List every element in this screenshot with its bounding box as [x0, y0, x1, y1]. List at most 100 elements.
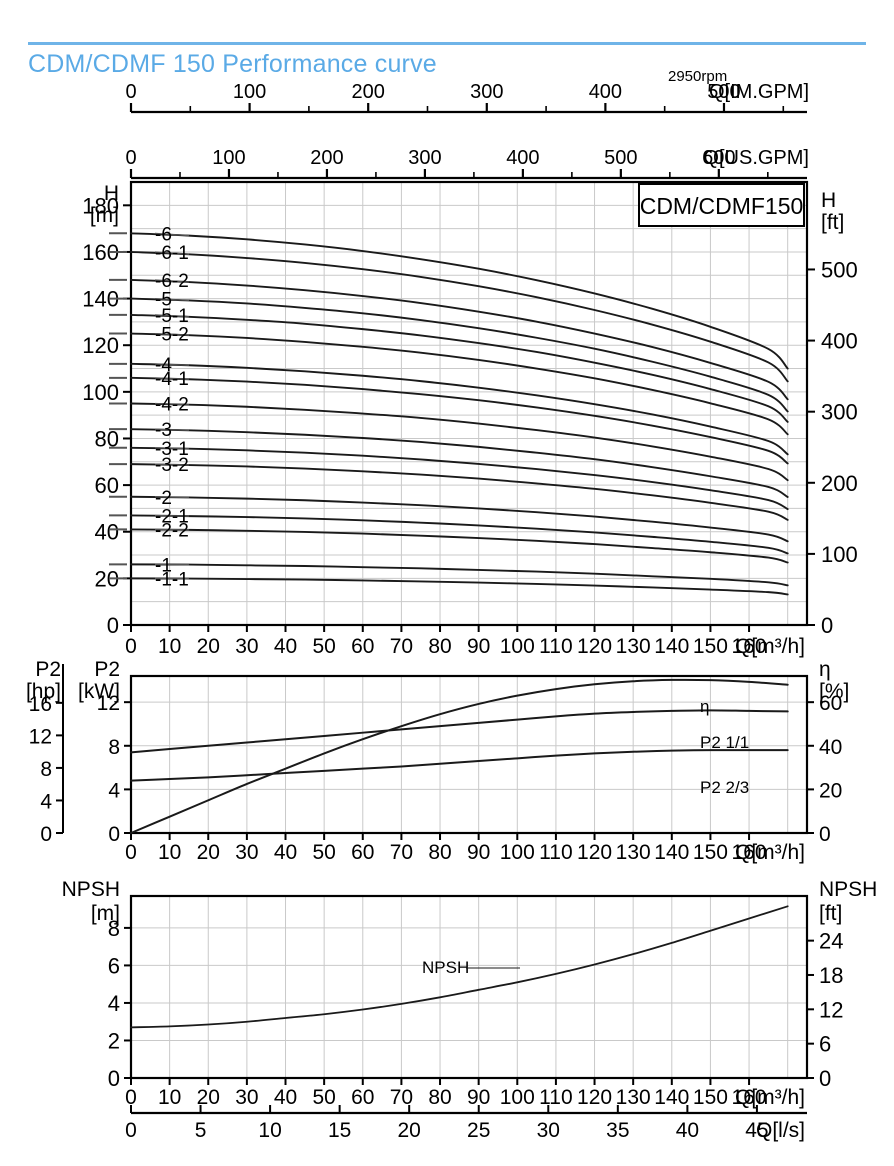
x-axis-tick-label: 90 [467, 1086, 490, 1109]
ruler-tick-label: 0 [125, 147, 136, 169]
curve-label: -6-1 [155, 243, 189, 264]
x-axis-tick-label: 60 [351, 841, 374, 864]
x-axis-tick-label: 140 [654, 635, 689, 658]
npsh-curve [130, 905, 789, 1029]
eta-axis-title: η [819, 658, 831, 681]
y-axis-tick-label: 0 [107, 613, 119, 638]
x-axis-tick-label: 20 [197, 1086, 220, 1109]
eta-tick-label: 60 [819, 692, 842, 715]
x-axis-tick-label: 160 [732, 635, 767, 658]
p2-hp-axis-unit: [hp] [26, 680, 61, 703]
curve-label: -6 [155, 224, 172, 245]
x-axis-tick-label: 120 [577, 635, 612, 658]
x-axis-tick-label: 110 [539, 635, 572, 658]
x-axis-tick-label: 160 [732, 841, 767, 864]
curve-label: -3 [155, 420, 172, 441]
x-axis-tick-label: 80 [428, 635, 451, 658]
x-axis-tick-label: 0 [125, 635, 137, 658]
curve-label: -2-2 [155, 520, 189, 541]
ruler-tick-label: 300 [408, 147, 441, 169]
performance-curve [130, 528, 789, 564]
x-axis-tick-label: 110 [539, 841, 572, 864]
curve-leader-line [154, 297, 189, 302]
npsh-ft-tick-label: 24 [819, 929, 843, 954]
curve-label: -3-1 [155, 439, 189, 460]
x-axis-tick-label: 80 [428, 841, 451, 864]
performance-curve [130, 428, 789, 498]
x-axis-tick-label: 40 [274, 635, 297, 658]
npsh-ft-tick-label: 6 [819, 1032, 831, 1057]
npsh-m-tick-label: 6 [108, 953, 120, 978]
header-rule [28, 42, 866, 45]
ruler-tick-label: 500 [604, 147, 637, 169]
p2-eta-curve [130, 709, 789, 754]
curve-label: -5-2 [155, 325, 189, 346]
x-axis-tick-label: 130 [616, 1086, 651, 1109]
x-axis-tick-label: 160 [732, 1086, 767, 1109]
performance-curve [130, 297, 789, 413]
y2-axis-tick-label: 300 [821, 400, 858, 425]
x-axis-tick-label: 80 [428, 1086, 451, 1109]
x-axis-tick-label: 110 [539, 1086, 572, 1109]
y-axis-tick-label: 120 [82, 333, 119, 358]
y2-axis-title: H [821, 189, 836, 212]
y-axis-unit: [m] [90, 204, 119, 227]
x-axis-tick-label: 10 [158, 1086, 181, 1109]
p2-kw-tick-label: 8 [108, 736, 120, 759]
eta-tick-label: 20 [819, 779, 842, 802]
performance-curve [130, 446, 789, 511]
x-axis-tick-label: 150 [693, 1086, 728, 1109]
axis-unit-label: Q[l/s] [756, 1119, 805, 1142]
curve-leader-line [154, 279, 189, 283]
npsh-m-tick-label: 0 [108, 1066, 120, 1091]
curve-leader-line [154, 514, 189, 517]
performance-curve [130, 563, 789, 587]
ruler-tick-label: 30 [537, 1119, 560, 1142]
x-axis-tick-label: 40 [274, 1086, 297, 1109]
x-axis-tick-label: 70 [390, 635, 413, 658]
chart-npsh-frame [129, 894, 809, 1080]
p2-hp-tick-label: 16 [29, 693, 52, 716]
x-axis-tick-label: 100 [500, 635, 535, 658]
x-axis-tick-label: 50 [312, 841, 335, 864]
x-axis-tick-label: 0 [125, 1086, 137, 1109]
ruler-tick-label: 100 [212, 147, 245, 169]
performance-curve [130, 495, 789, 543]
curve-label: -6-2 [155, 271, 189, 292]
ruler-tick-label: 300 [470, 81, 503, 103]
ruler-tick-label: 100 [233, 81, 266, 103]
curve-leader-line [154, 251, 189, 255]
x-axis-tick-label: 130 [616, 635, 651, 658]
curve-label: -5 [155, 290, 172, 311]
npsh-ft-tick-label: 18 [819, 963, 843, 988]
p2-kw-tick-label: 12 [97, 692, 120, 715]
x-axis-unit-label: Q[m³/h] [735, 1086, 805, 1109]
ruler-tick-label: 5 [195, 1119, 207, 1142]
x-axis-tick-label: 50 [312, 635, 335, 658]
performance-curve [130, 278, 789, 401]
axis-unit-label: Q[US.GPM] [703, 147, 809, 169]
x-axis-tick-label: 60 [351, 1086, 374, 1109]
chart-p2-frame [129, 674, 809, 835]
p2-eta-curve [130, 678, 789, 834]
eta-axis-unit: [%] [819, 680, 849, 703]
x-axis-tick-label: 30 [235, 1086, 258, 1109]
curve-leader-line [154, 377, 189, 380]
y2-axis-tick-label: 200 [821, 471, 858, 496]
npsh-ft-axis-title: NPSH [819, 878, 877, 901]
performance-curve [130, 251, 789, 383]
curve-label: -4 [155, 355, 172, 376]
x-axis-tick-label: 90 [467, 635, 490, 658]
eta-curve-label: η [700, 697, 709, 716]
ruler-tick-label: 600 [702, 147, 735, 169]
npsh-m-tick-label: 8 [108, 916, 120, 941]
x-axis-tick-label: 140 [654, 1086, 689, 1109]
y-axis-tick-label: 100 [82, 380, 119, 405]
npsh-ft-tick-label: 12 [819, 997, 843, 1022]
curve-label: -1 [155, 555, 172, 576]
ruler-tick-label: 0 [125, 81, 136, 103]
y-axis-title: H [104, 182, 119, 205]
x-axis-tick-label: 20 [197, 841, 220, 864]
x-axis-tick-label: 150 [693, 841, 728, 864]
